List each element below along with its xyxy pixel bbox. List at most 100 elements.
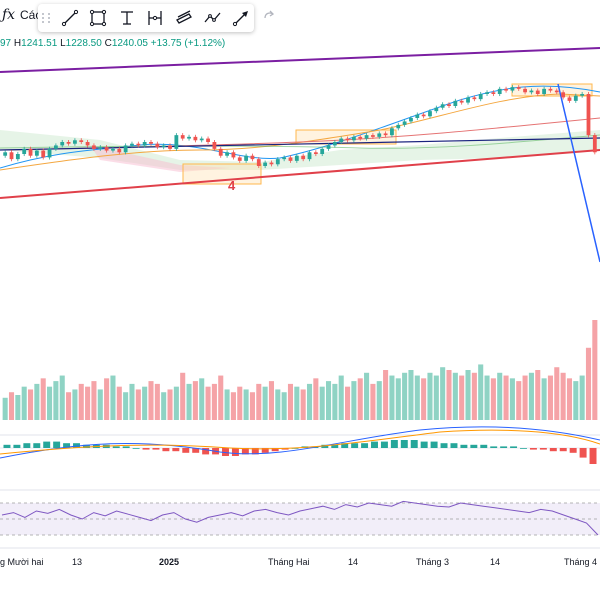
macd-histogram-bar[interactable] [440,443,448,448]
macd-histogram-bar[interactable] [569,448,577,453]
candle[interactable] [53,145,58,149]
volume-bar[interactable] [34,383,40,420]
candle[interactable] [250,155,255,160]
candle[interactable] [428,111,432,117]
volume-bar[interactable] [192,381,198,420]
trend-line-tool[interactable] [57,6,83,30]
candle[interactable] [497,88,502,94]
macd-histogram-bar[interactable] [380,441,388,448]
volume-bar[interactable] [123,392,129,420]
candle[interactable] [491,92,496,94]
volume-bar[interactable] [376,381,382,420]
volume-bar[interactable] [408,370,414,420]
macd-histogram-bar[interactable] [112,446,120,448]
candle[interactable] [472,97,477,100]
candle[interactable] [345,138,350,141]
candle[interactable] [288,157,293,161]
candle[interactable] [79,140,84,142]
candle[interactable] [66,142,71,144]
macd-histogram-bar[interactable] [579,448,587,458]
volume-bar[interactable] [547,375,553,420]
candle[interactable] [580,94,585,96]
volume-bar[interactable] [573,381,579,420]
volume-bar[interactable] [440,367,446,420]
candle[interactable] [409,118,413,122]
candle[interactable] [459,100,464,103]
arrow-tool[interactable] [228,6,254,30]
volume-bar[interactable] [154,383,160,420]
volume-bar[interactable] [351,381,357,420]
candle[interactable] [326,145,331,149]
volume-bar[interactable] [8,392,15,420]
volume-bar[interactable] [230,392,236,420]
macd-histogram-bar[interactable] [202,448,210,455]
macd-histogram-bar[interactable] [162,448,170,452]
volume-bar[interactable] [205,386,211,420]
candle[interactable] [136,143,141,146]
wave-label[interactable]: 4 [228,178,236,193]
candle[interactable] [371,135,375,137]
volume-bar[interactable] [585,347,592,420]
candle[interactable] [421,114,426,117]
path-tool[interactable] [200,6,226,30]
candle[interactable] [415,114,420,118]
candle[interactable] [111,148,115,151]
volume-bar[interactable] [300,389,306,420]
macd-histogram-bar[interactable] [132,448,140,449]
text-tool[interactable] [114,6,140,30]
candle[interactable] [3,152,8,156]
candle[interactable] [15,154,20,160]
macd-histogram-bar[interactable] [231,448,239,456]
volume-bar[interactable] [15,395,21,420]
volume-bar[interactable] [433,375,439,420]
candle[interactable] [180,135,185,139]
macd-histogram-bar[interactable] [82,444,90,448]
candle[interactable] [320,148,325,154]
macd-line[interactable] [0,426,600,459]
volume-bar[interactable] [66,392,72,420]
macd-histogram-bar[interactable] [480,444,488,448]
candle[interactable] [592,135,597,153]
volume-bar[interactable] [306,383,313,420]
macd-histogram-bar[interactable] [361,443,369,448]
candle[interactable] [34,150,39,156]
macd-histogram-bar[interactable] [559,448,567,452]
candle[interactable] [466,97,470,103]
candle[interactable] [510,87,515,91]
macd-histogram-bar[interactable] [63,443,71,448]
volume-bar[interactable] [370,383,376,420]
candle[interactable] [256,159,261,166]
candle[interactable] [130,143,134,146]
macd-histogram-bar[interactable] [261,448,269,453]
macd-histogram-bar[interactable] [53,441,61,448]
volume-bar[interactable] [389,375,395,420]
macd-histogram-bar[interactable] [172,448,180,452]
candle[interactable] [187,136,191,139]
candle[interactable] [504,88,508,91]
candles-group[interactable] [3,85,597,169]
volume-bar[interactable] [592,320,598,420]
volume-bar[interactable] [262,386,268,420]
candle[interactable] [561,92,566,98]
candle[interactable] [434,107,439,112]
candle[interactable] [41,150,46,158]
volume-bar[interactable] [104,378,110,420]
macd-histogram-bar[interactable] [182,448,190,453]
macd-histogram-bar[interactable] [13,444,21,448]
candle[interactable] [244,155,249,161]
blue-projection-line[interactable] [557,83,600,263]
candle[interactable] [396,124,401,129]
candle[interactable] [149,142,153,144]
volume-bar[interactable] [281,392,287,420]
volume-bar[interactable] [53,381,59,420]
candle[interactable] [47,148,52,158]
volume-bar[interactable] [421,378,427,420]
candle[interactable] [28,148,33,156]
volume-bar[interactable] [199,378,205,420]
candle[interactable] [485,92,489,94]
volume-bar[interactable] [566,378,573,420]
macd-histogram-bar[interactable] [450,443,458,448]
purple-trend-line[interactable] [0,47,600,73]
volume-bar[interactable] [287,383,294,420]
volume-bar[interactable] [78,383,84,420]
